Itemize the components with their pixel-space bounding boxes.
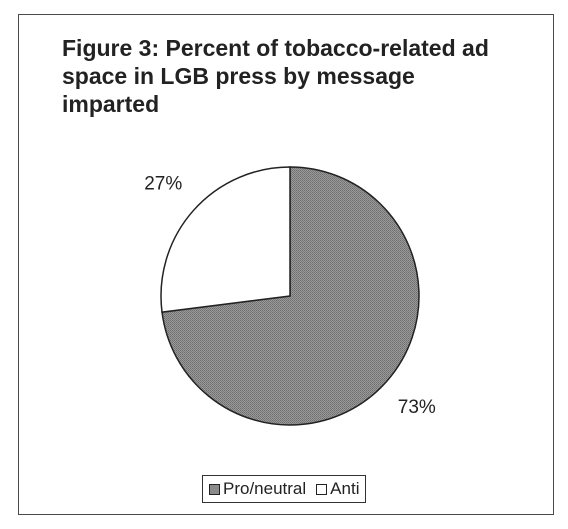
legend-item-pro-neutral: Pro/neutral — [209, 479, 306, 499]
legend-label-anti: Anti — [330, 479, 360, 498]
pie-slice-anti — [160, 166, 291, 314]
legend-label-pro-neutral: Pro/neutral — [223, 479, 307, 498]
legend-swatch-anti — [316, 483, 328, 495]
legend-item-anti: Anti — [316, 479, 359, 499]
slice-label-pro-neutral: 73% — [398, 397, 436, 418]
legend-swatch-pro-neutral — [209, 483, 220, 495]
chart-legend: Pro/neutral Anti — [202, 475, 367, 503]
slice-label-anti: 27% — [144, 173, 182, 194]
chart-title: Figure 3: Percent of tobacco-related ad … — [62, 35, 489, 117]
